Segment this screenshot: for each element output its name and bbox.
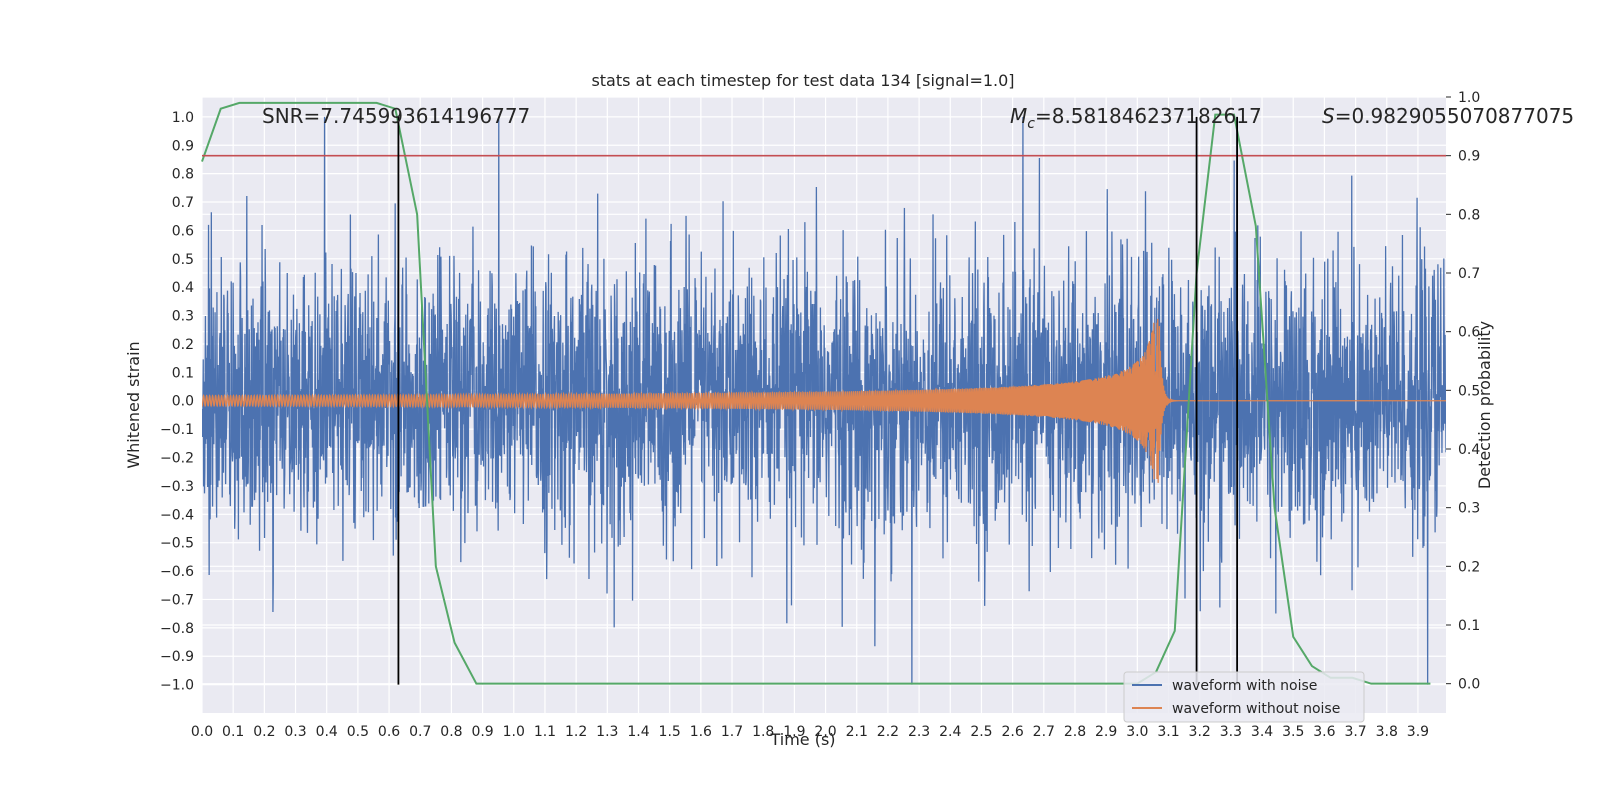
x-tick-label: 1.6	[690, 724, 712, 740]
legend-label-clean: waveform without noise	[1172, 701, 1340, 717]
x-tick-label: 1.9	[783, 724, 805, 740]
x-axis-label: Time (s)	[769, 730, 835, 749]
y-tick-label-left: 0.0	[172, 394, 194, 410]
x-tick-labels: 0.0 0.1 0.2 0.3 0.4 0.5 0.6 0.7 0.8 0.9 1.0 1.1 1.2 1…	[191, 724, 1429, 740]
y-tick-label-left: −0.8	[160, 621, 194, 637]
x-tick-label: 3.8	[1376, 724, 1398, 740]
y-tick-label-left: −0.1	[160, 422, 194, 438]
x-tick-label: 2.8	[1064, 724, 1086, 740]
x-tick-label: 1.0	[503, 724, 525, 740]
x-tick-label: 1.7	[721, 724, 743, 740]
x-tick-label: 3.0	[1126, 724, 1148, 740]
y-tick-label-right: 0.2	[1458, 559, 1480, 575]
y-axis-label-right: Detection probability	[1475, 321, 1494, 489]
x-tick-label: 3.1	[1157, 724, 1179, 740]
x-tick-label: 2.5	[970, 724, 992, 740]
y-tick-label-right: 0.1	[1458, 618, 1480, 634]
x-tick-label: 0.9	[471, 724, 493, 740]
x-tick-label: 0.3	[284, 724, 306, 740]
y-tick-label-left: 0.2	[172, 337, 194, 353]
y-tick-label-right: 0.6	[1458, 325, 1480, 341]
series-waveform-with-noise	[202, 116, 1446, 685]
x-tick-label: 2.2	[877, 724, 899, 740]
legend-label-noise: waveform with noise	[1172, 678, 1317, 694]
x-tick-label: 3.7	[1344, 724, 1366, 740]
y-tick-label-right: 0.0	[1458, 677, 1480, 693]
x-tick-label: 3.3	[1220, 724, 1242, 740]
y-tick-label-left: 0.7	[172, 195, 194, 211]
x-tick-label: 1.8	[752, 724, 774, 740]
score-annotation: S=0.9829055070877075	[1322, 104, 1574, 128]
x-tick-label: 3.6	[1313, 724, 1335, 740]
y-tick-label-left: 0.3	[172, 309, 194, 325]
y-tick-label-left: −1.0	[160, 678, 194, 694]
x-tick-label: 0.7	[409, 724, 431, 740]
x-tick-label: 3.9	[1407, 724, 1429, 740]
x-tick-label: 1.3	[596, 724, 618, 740]
y-tick-label-right: 0.8	[1458, 207, 1480, 223]
x-tick-label: 2.4	[939, 724, 961, 740]
x-tick-label: 0.2	[253, 724, 275, 740]
y-tick-label-left: −0.6	[160, 564, 194, 580]
x-tick-label: 2.3	[908, 724, 930, 740]
series-waveform-without-noise	[202, 318, 1446, 483]
x-tick-label: 3.2	[1189, 724, 1211, 740]
x-tick-label: 0.6	[378, 724, 400, 740]
x-tick-label: 2.9	[1095, 724, 1117, 740]
y-tick-label-right: 1.0	[1458, 90, 1480, 106]
x-tick-label: 1.5	[659, 724, 681, 740]
y-tick-labels-right: 1.0 0.9 0.8 0.7 0.6 0.5 0.4 0.3 0.2 0.1 0.0	[1446, 90, 1480, 693]
legend: waveform with noise waveform without noi…	[1123, 671, 1365, 723]
y-tick-label-right: 0.7	[1458, 266, 1480, 282]
y-tick-label-right: 0.4	[1458, 442, 1480, 458]
chart-title: stats at each timestep for test data 134…	[591, 71, 1014, 90]
x-tick-label: 1.2	[565, 724, 587, 740]
probability-line	[201, 101, 1431, 685]
x-tick-label: 2.1	[846, 724, 868, 740]
x-tick-label: 3.4	[1251, 724, 1273, 740]
x-tick-label: 0.4	[316, 724, 338, 740]
legend-box	[1123, 671, 1365, 723]
x-tick-label: 1.4	[627, 724, 649, 740]
y-tick-label-left: −0.2	[160, 451, 194, 467]
x-tick-label: 0.8	[440, 724, 462, 740]
x-tick-label: 2.0	[814, 724, 836, 740]
y-axis-label-left: Whitened strain	[124, 341, 143, 468]
snr-annotation: SNR=7.745993614196777	[262, 104, 530, 128]
y-tick-labels-left: 1.0 0.9 0.8 0.7 0.6 0.5 0.4 0.3 0.2 0.1 0.0 −0.1 −0.…	[160, 110, 194, 694]
y-tick-label-right: 0.5	[1458, 383, 1480, 399]
y-tick-label-left: −0.3	[160, 479, 194, 495]
vertical-markers	[397, 116, 1239, 685]
y-tick-label-left: −0.5	[160, 536, 194, 552]
x-tick-label: 1.1	[534, 724, 556, 740]
x-tick-label: 0.5	[347, 724, 369, 740]
y-tick-label-left: −0.7	[160, 592, 194, 608]
y-tick-label-right: 0.3	[1458, 501, 1480, 517]
y-tick-label-left: 0.5	[172, 252, 194, 268]
y-tick-label-left: 0.9	[172, 138, 194, 154]
y-tick-label-right: 0.9	[1458, 149, 1480, 165]
x-tick-label: 2.7	[1033, 724, 1055, 740]
y-tick-label-left: 0.8	[172, 167, 194, 183]
clean-line	[202, 318, 1446, 483]
x-tick-label: 0.0	[191, 724, 213, 740]
y-tick-label-left: 1.0	[172, 110, 194, 126]
y-tick-label-left: −0.4	[160, 507, 194, 523]
y-tick-label-left: 0.1	[172, 365, 194, 381]
y-tick-label-left: 0.4	[172, 280, 194, 296]
noise-line	[202, 116, 1446, 685]
series-detection-probability	[201, 101, 1431, 685]
chirp-mass-annotation: Mc=8.581846237182617	[1010, 104, 1262, 132]
x-tick-label: 2.6	[1001, 724, 1023, 740]
x-tick-label: 3.5	[1282, 724, 1304, 740]
y-tick-label-left: 0.6	[172, 223, 194, 239]
y-tick-label-left: −0.9	[160, 649, 194, 665]
x-tick-label: 0.1	[222, 724, 244, 740]
